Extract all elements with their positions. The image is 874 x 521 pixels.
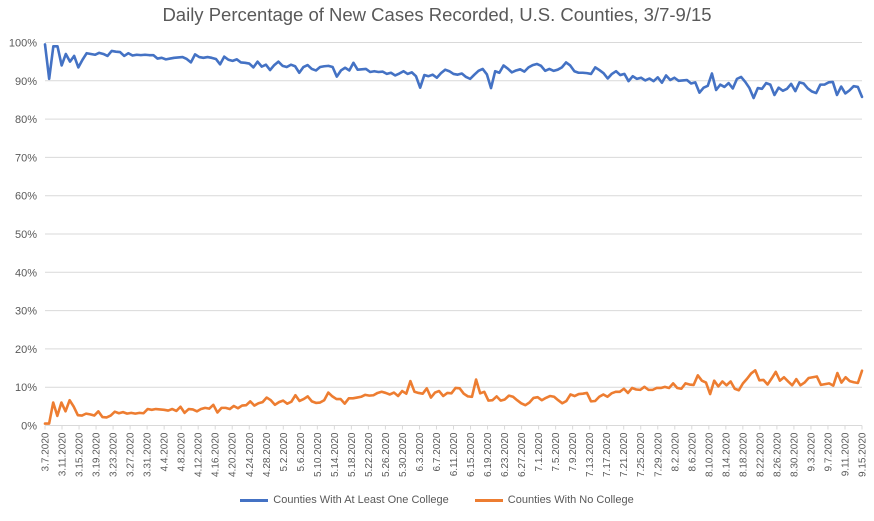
x-axis-ticks: 3.7.2020 3.11.2020 3.15.2020 3.19.2020 3.23.…	[41, 425, 869, 477]
series-line-no-college	[43, 369, 864, 425]
x-tick-label: 5.10.2020	[313, 432, 324, 477]
x-tick-label: 8.6.2020	[687, 432, 698, 471]
y-tick-label: 60%	[15, 191, 37, 203]
legend: Counties With At Least One College Count…	[0, 494, 874, 506]
x-tick-label: 7.5.2020	[551, 432, 562, 471]
x-tick-label: 6.15.2020	[466, 432, 477, 477]
y-axis-ticks: 0% 10% 20% 30% 40% 50% 60% 70% 80% 90% 100%	[9, 38, 37, 433]
x-tick-label: 6.7.2020	[432, 432, 443, 471]
y-tick-label: 30%	[15, 306, 37, 318]
x-tick-label: 5.6.2020	[296, 432, 307, 471]
x-tick-label: 7.13.2020	[585, 432, 596, 477]
x-tick-label: 3.31.2020	[143, 432, 154, 477]
x-tick-label: 9.3.2020	[806, 432, 817, 471]
x-tick-label: 6.11.2020	[449, 432, 460, 476]
gridlines	[45, 42, 862, 388]
x-tick-label: 7.29.2020	[653, 432, 664, 477]
x-tick-label: 3.11.2020	[58, 432, 69, 476]
series-lines	[43, 43, 864, 425]
x-tick-label: 7.1.2020	[534, 432, 545, 471]
x-tick-label: 5.18.2020	[347, 432, 358, 477]
y-tick-label: 70%	[15, 152, 37, 164]
x-tick-label: 9.11.2020	[840, 432, 851, 476]
legend-swatch-no-college	[474, 498, 503, 502]
x-tick-label: 5.22.2020	[364, 432, 375, 477]
x-tick-label: 8.30.2020	[789, 432, 800, 477]
x-tick-label: 4.20.2020	[228, 432, 239, 477]
x-tick-label: 8.10.2020	[704, 432, 715, 477]
y-tick-label: 0%	[21, 421, 37, 433]
x-tick-label: 9.15.2020	[858, 432, 869, 477]
x-tick-label: 6.23.2020	[500, 432, 511, 477]
x-tick-label: 5.2.2020	[279, 432, 290, 471]
x-tick-label: 9.7.2020	[823, 432, 834, 471]
legend-item-no-college[interactable]: Counties With No College	[474, 494, 634, 506]
y-tick-label: 90%	[15, 76, 37, 88]
legend-item-college[interactable]: Counties With At Least One College	[240, 494, 449, 506]
x-tick-label: 5.30.2020	[398, 432, 409, 477]
y-tick-label: 20%	[15, 344, 37, 356]
y-tick-label: 100%	[9, 38, 37, 50]
x-tick-label: 8.2.2020	[670, 432, 681, 471]
x-tick-label: 3.27.2020	[126, 432, 137, 477]
y-tick-label: 50%	[15, 229, 37, 241]
x-tick-label: 5.14.2020	[330, 432, 341, 477]
x-tick-label: 8.22.2020	[755, 432, 766, 477]
x-tick-label: 7.21.2020	[619, 432, 630, 477]
x-tick-label: 4.8.2020	[177, 432, 188, 471]
legend-label-no-college: Counties With No College	[507, 494, 634, 506]
x-tick-label: 8.18.2020	[738, 432, 749, 477]
y-tick-label: 10%	[15, 382, 37, 394]
x-tick-label: 3.23.2020	[109, 432, 120, 477]
x-tick-label: 5.26.2020	[381, 432, 392, 477]
legend-swatch-college	[240, 498, 269, 502]
x-tick-label: 7.25.2020	[636, 432, 647, 477]
series-line-college	[43, 43, 864, 100]
y-tick-label: 40%	[15, 267, 37, 279]
x-tick-label: 4.24.2020	[245, 432, 256, 477]
x-tick-label: 6.27.2020	[517, 432, 528, 477]
x-tick-label: 3.7.2020	[41, 432, 52, 471]
x-tick-label: 4.12.2020	[194, 432, 205, 477]
x-tick-label: 7.9.2020	[568, 432, 579, 471]
x-tick-label: 6.3.2020	[415, 432, 426, 471]
x-tick-label: 7.17.2020	[602, 432, 613, 477]
x-tick-label: 4.16.2020	[211, 432, 222, 477]
x-tick-label: 3.19.2020	[92, 432, 103, 477]
x-tick-label: 3.15.2020	[75, 432, 86, 477]
chart-title: Daily Percentage of New Cases Recorded, …	[162, 4, 712, 25]
x-tick-label: 4.4.2020	[160, 432, 171, 471]
x-tick-label: 8.26.2020	[772, 432, 783, 477]
x-tick-label: 6.19.2020	[483, 432, 494, 477]
y-tick-label: 80%	[15, 114, 37, 126]
x-tick-label: 8.14.2020	[721, 432, 732, 477]
legend-label-college: Counties With At Least One College	[273, 494, 449, 506]
x-tick-label: 4.28.2020	[262, 432, 273, 477]
